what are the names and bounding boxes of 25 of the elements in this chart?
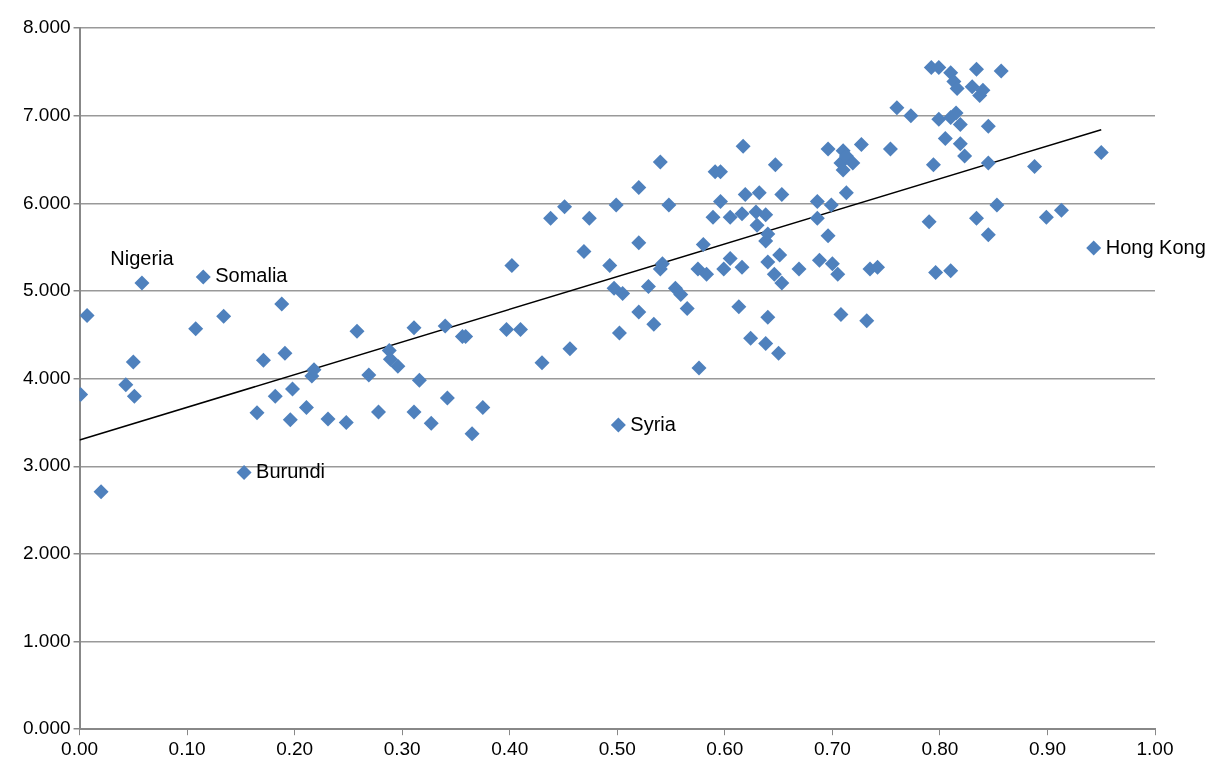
x-tick-label: 0.00 <box>61 737 99 759</box>
y-tick-label: 4.000 <box>23 366 71 388</box>
x-tick-label: 0.20 <box>276 737 314 759</box>
annotation: Nigeria <box>110 246 175 269</box>
y-tick-label: 8.000 <box>23 16 71 38</box>
x-tick-label: 0.80 <box>921 737 959 759</box>
x-tick-label: 0.90 <box>1028 737 1066 759</box>
annotation: Burundi <box>256 459 326 482</box>
annotation: Somalia <box>215 264 289 287</box>
x-tick-label: 0.50 <box>598 737 636 759</box>
x-tick-label: 0.70 <box>813 737 851 759</box>
y-tick-label: 0.000 <box>23 717 71 739</box>
x-tick-label: 1.00 <box>1136 737 1174 759</box>
annotation: Syria <box>630 412 677 435</box>
y-tick-label: 2.000 <box>23 542 71 564</box>
x-tick-label: 0.10 <box>168 737 206 759</box>
y-tick-label: 5.000 <box>23 279 71 301</box>
x-tick-label: 0.40 <box>491 737 529 759</box>
x-tick-label: 0.60 <box>706 737 744 759</box>
y-tick-label: 3.000 <box>23 454 71 476</box>
annotation: Hong Kong <box>1105 235 1206 258</box>
y-tick-label: 7.000 <box>23 103 71 125</box>
x-tick-label: 0.30 <box>383 737 421 759</box>
y-tick-label: 1.000 <box>23 629 71 651</box>
y-tick-label: 6.000 <box>23 191 71 213</box>
